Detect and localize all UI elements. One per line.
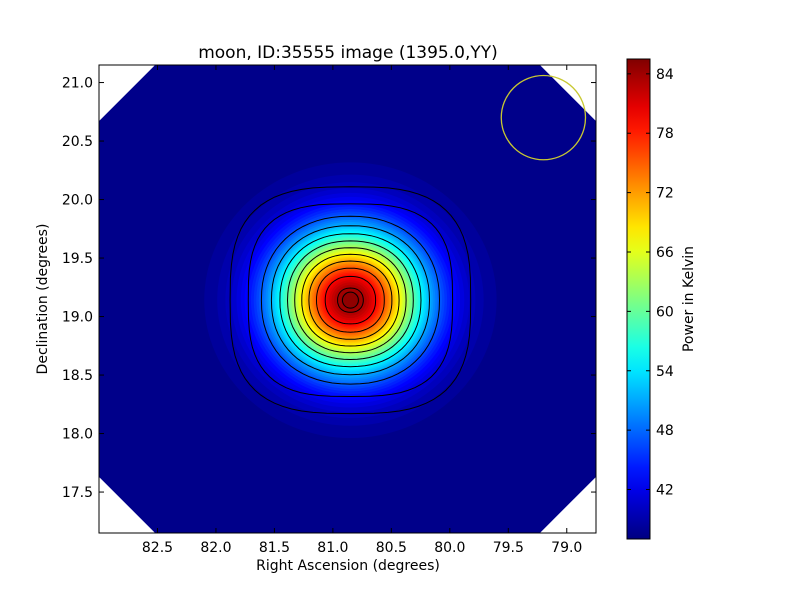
colorbar-tick-label: 48 [656,423,674,439]
heatmap-image [99,65,596,533]
contour-lines [229,186,472,415]
x-tick-label: 80.5 [376,540,407,556]
colorbar-frame [626,58,651,540]
source-center-marker [341,291,359,309]
contour-line [308,260,393,340]
plot-frame [98,64,597,534]
x-tick-label: 82.0 [200,540,231,556]
contour-line [279,233,422,368]
y-tick-label: 18.5 [62,368,93,384]
y-tick-label: 19.0 [62,310,93,326]
contour-line [286,240,414,361]
colorbar-tick-label: 60 [656,304,674,320]
contour-line [260,215,441,385]
beam-circle [500,74,587,161]
colorbar-tick-label: 66 [656,245,674,261]
contour-line [337,287,364,313]
colorbar-tick-label: 84 [656,67,674,83]
contour-line [324,275,377,325]
contour-line [270,225,431,376]
y-tick-label: 21.0 [62,76,93,92]
contour-line [301,253,400,347]
colorbar: 42 48 54 60 66 72 78 84 Power in Kelvin [626,58,697,540]
x-tick-label: 81.0 [317,540,348,556]
contour-line [247,203,454,398]
masked-corner [99,476,156,533]
colorbar-tick-label: 42 [656,483,674,499]
contour-line [294,247,407,354]
y-axis-label: Declination (degrees) [35,224,51,375]
x-axis-label: Right Ascension (degrees) [256,558,440,574]
y-axis: 17.5 18.0 18.5 19.0 19.5 20.0 20.5 21.0 [62,76,596,501]
x-tick-label: 79.5 [493,540,524,556]
x-tick-label: 81.5 [259,540,290,556]
masked-corner [539,476,596,533]
y-tick-label: 18.0 [62,427,93,443]
x-tick-label: 79.0 [551,540,582,556]
colorbar-tick-label: 54 [656,364,674,380]
y-tick-label: 17.5 [62,485,93,501]
masked-corner [99,65,156,122]
x-tick-label: 82.5 [142,540,173,556]
plot-area [99,65,596,533]
y-tick-label: 19.5 [62,251,93,267]
colorbar-fill [627,59,650,539]
x-tick-label: 80.0 [434,540,465,556]
colorbar-label: Power in Kelvin [681,246,697,352]
y-tick-label: 20.5 [62,134,93,150]
contour-line [315,267,385,333]
masked-corner [539,65,596,122]
chart-title: moon, ID:35555 image (1395.0,YY) [198,43,498,63]
colorbar-tick-label: 78 [656,126,674,142]
colorbar-ticks: 42 48 54 60 66 72 78 84 [627,67,674,499]
contour-line [229,186,472,415]
colorbar-tick-label: 72 [656,186,674,202]
heatmap-level [341,291,360,309]
x-axis: 82.5 82.0 81.5 81.0 80.5 80.0 79.5 79.0 [142,65,582,556]
y-tick-label: 20.0 [62,193,93,209]
